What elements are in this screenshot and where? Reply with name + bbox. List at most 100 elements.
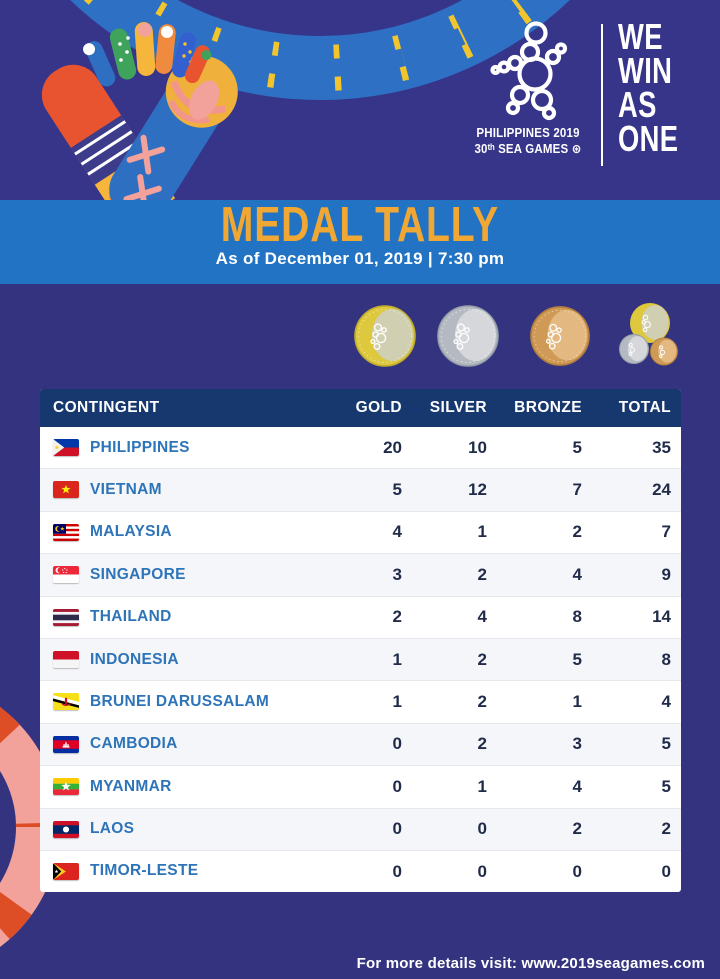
country-name: MYANMAR [90,777,172,795]
tagline-line-3: AS [618,84,658,125]
silver-count: 2 [412,722,497,766]
flag-ph-icon [53,439,79,457]
bronze-count: 4 [497,553,592,597]
col-bronze: BRONZE [497,389,592,427]
table-row: SINGAPORE 3 2 4 9 [40,553,681,597]
country-name: CAMBODIA [90,735,178,753]
silver-count: 2 [412,553,497,597]
medal-table: CONTINGENT GOLD SILVER BRONZE TOTAL PHIL… [40,389,681,893]
page-title: MEDAL TALLY [220,200,500,252]
country-name: INDONESIA [90,650,179,668]
gold-count: 1 [330,637,412,681]
bronze-count: 3 [497,722,592,766]
gold-count: 3 [330,553,412,597]
table-row: BRUNEI DARUSSALAM 1 2 1 4 [40,680,681,724]
tagline: WE WIN AS ONE [618,16,698,159]
silver-count: 10 [468,437,487,457]
total-medals-icon [619,303,678,366]
flag-bn-icon [53,693,79,711]
flag-la-icon [53,820,79,838]
as-of-timestamp: As of December 01, 2019 | 7:30 pm [215,249,505,268]
table-row: LAOS 0 0 2 2 [40,807,681,851]
silver-medal-icon [437,305,499,367]
table-header-row: CONTINGENT GOLD SILVER BRONZE TOTAL [40,389,681,427]
bronze-count: 5 [497,637,592,681]
flag-th-icon [53,608,79,626]
table-row: INDONESIA 1 2 5 8 [40,637,681,681]
bronze-count: 2 [497,807,592,851]
bronze-medal-icon [530,306,590,366]
hero-header: PHILIPPINES 2019 30ᵗʰ SEA GAMES ⊛ WE WIN… [0,0,720,200]
silver-count: 0 [412,807,497,851]
col-silver: SILVER [412,389,497,427]
table-row: MYANMAR 0 1 4 5 [40,765,681,809]
tagline-line-2: WIN [618,50,673,91]
gold-count: 0 [330,807,412,851]
total-count: 5 [592,722,681,766]
total-count: 4 [592,680,681,724]
gold-count: 2 [330,595,412,639]
total-count: 2 [592,807,681,851]
table-row: THAILAND 2 4 8 14 [40,595,681,639]
footer-url: For more details visit: www.2019seagames… [356,955,705,972]
flag-my-icon [53,523,79,541]
col-total: TOTAL [592,389,681,427]
silver-count: 0 [412,849,497,893]
country-name: LAOS [90,820,135,838]
table-row: VIETNAM 5 12 7 24 [40,468,681,512]
blue-ring-decoration [70,0,570,100]
hands-illustration [41,22,238,200]
logo-text-line2: 30ᵗʰ SEA GAMES ⊛ [474,141,583,156]
gold-count: 1 [330,680,412,724]
seagames-logo: PHILIPPINES 2019 30ᵗʰ SEA GAMES ⊛ [469,20,587,157]
bronze-count: 1 [497,680,592,724]
pink-ring-decoration [0,707,60,947]
col-contingent: CONTINGENT [40,389,330,427]
flag-id-icon [53,651,79,669]
flag-tl-icon [53,862,79,880]
bronze-count: 8 [497,595,592,639]
gold-count: 0 [330,722,412,766]
medal-tally-banner: MEDAL TALLY As of December 01, 2019 | 7:… [0,200,720,284]
total-count: 14 [592,595,681,639]
total-count: 8 [592,637,681,681]
country-name: VIETNAM [90,480,162,498]
silver-count: 12 [412,468,497,512]
silver-count: 2 [412,637,497,681]
total-count: 24 [592,468,681,512]
silver-count: 2 [412,680,497,724]
table-row: MALAYSIA 4 1 2 7 [40,510,681,554]
bronze-count: 7 [497,468,592,512]
silver-count: 4 [412,595,497,639]
main-section: CONTINGENT GOLD SILVER BRONZE TOTAL PHIL… [0,284,720,979]
country-name: BRUNEI DARUSSALAM [90,692,270,710]
bronze-count: 2 [497,510,592,554]
logo-text-line1: PHILIPPINES 2019 [476,126,581,140]
seagames-logo-icon [490,21,568,121]
gold-count: 5 [330,468,412,512]
table-row: TIMOR-LESTE 0 0 0 0 [40,849,681,893]
total-count: 35 [652,437,671,457]
flag-sg-icon [53,566,79,584]
country-name: PHILIPPINES [90,438,190,456]
total-count: 0 [592,849,681,893]
country-name: TIMOR-LESTE [90,862,199,880]
bronze-count: 0 [497,849,592,893]
gold-count: 0 [330,765,412,809]
flag-mm-icon [53,778,79,796]
silver-count: 1 [412,765,497,809]
total-count: 9 [592,553,681,597]
country-name: THAILAND [90,608,172,626]
gold-count: 0 [330,849,412,893]
gold-count: 20 [383,437,402,457]
tagline-line-1: WE [618,16,664,57]
table-row: CAMBODIA 0 2 3 5 [40,722,681,766]
country-name: MALAYSIA [90,523,172,541]
bronze-count: 5 [572,437,582,457]
brand-divider [601,24,604,166]
gold-medal-icon [354,305,416,367]
medal-table-body: PHILIPPINES 20 10 5 35 VIETNAM 5 12 7 24… [40,427,681,893]
tagline-line-4: ONE [618,118,679,159]
table-row: PHILIPPINES 20 10 5 35 [40,427,681,469]
flag-kh-icon [53,735,79,753]
